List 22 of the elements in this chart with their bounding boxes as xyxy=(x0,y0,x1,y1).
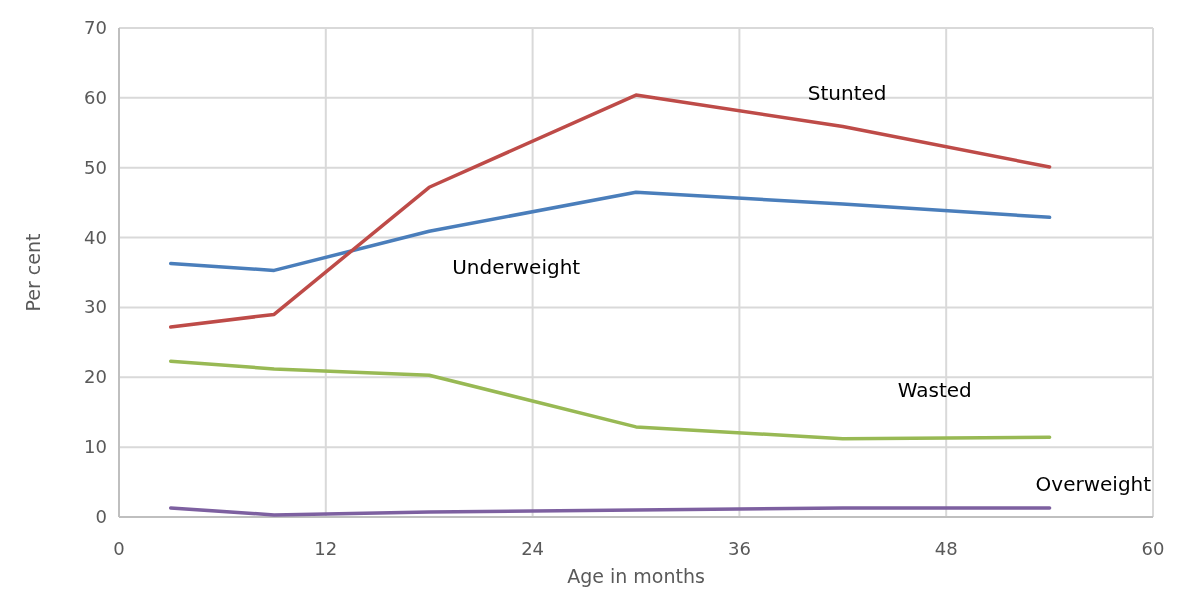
x-tick-label: 60 xyxy=(1141,538,1165,559)
y-tick-label: 10 xyxy=(84,436,107,458)
y-tick-label: 30 xyxy=(84,296,107,318)
x-tick-label: 24 xyxy=(521,538,545,559)
series-label: Underweight xyxy=(452,255,581,280)
line-series xyxy=(168,359,1052,441)
x-axis-title: Age in months xyxy=(567,565,705,587)
x-tick-label: 12 xyxy=(314,538,338,559)
y-tick-label: 40 xyxy=(84,226,107,248)
x-tick-label: 48 xyxy=(934,538,958,559)
y-tick-label: 60 xyxy=(84,86,107,108)
series-label: Wasted xyxy=(897,377,972,402)
series-label: Overweight xyxy=(1035,471,1152,496)
line-series xyxy=(168,506,1052,517)
x-tick-label: 0 xyxy=(113,538,125,559)
y-tick-label: 50 xyxy=(84,156,107,178)
y-tick-label: 20 xyxy=(84,366,107,388)
y-tick-label: 0 xyxy=(95,506,107,527)
y-tick-label: 70 xyxy=(84,17,107,38)
y-axis-title: Per cent xyxy=(22,233,44,312)
x-tick-label: 36 xyxy=(727,538,751,559)
series-label: Stunted xyxy=(807,81,887,106)
